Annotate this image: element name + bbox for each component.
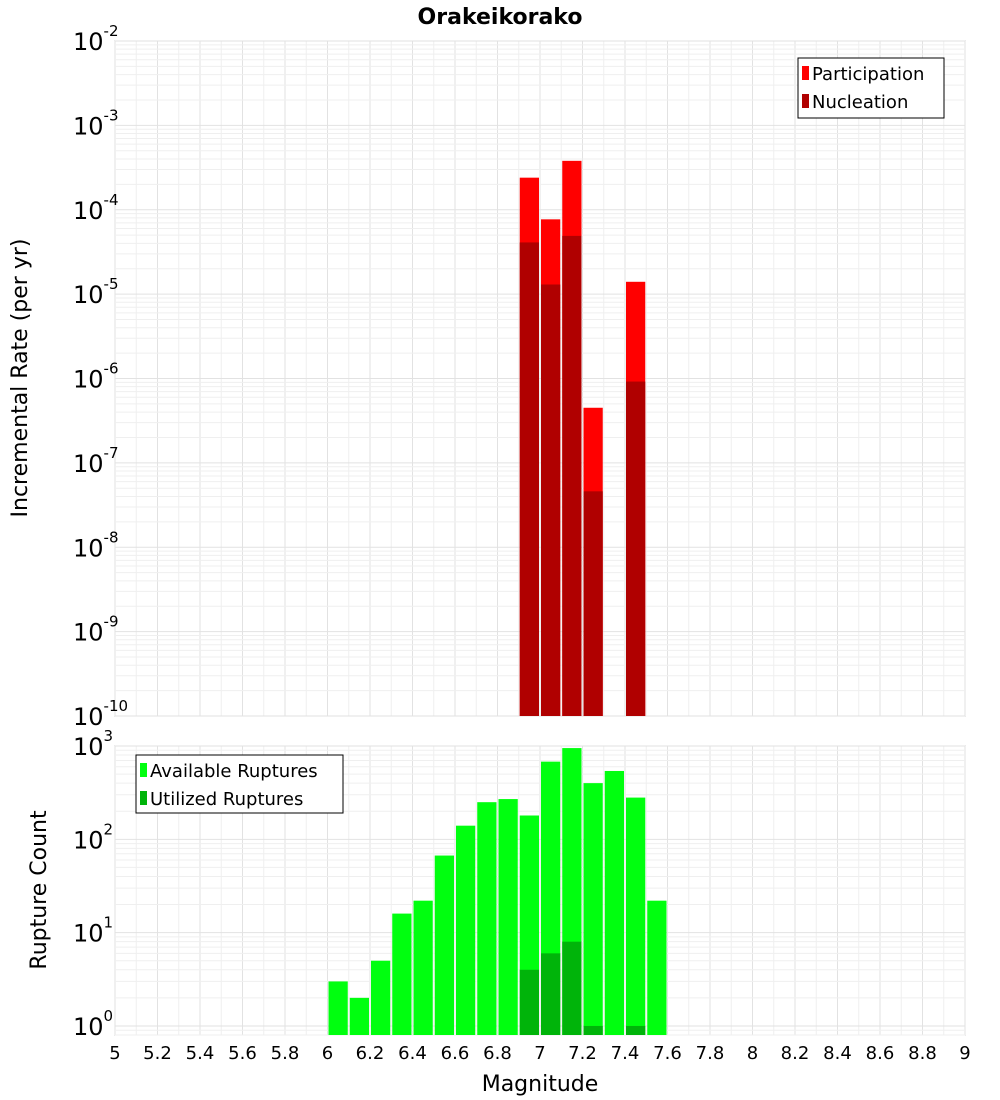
x-tick-label: 7.6 xyxy=(653,1043,682,1064)
y-tick-label: 10-2 xyxy=(73,22,119,56)
bar xyxy=(626,797,646,1035)
x-tick-label: 8.8 xyxy=(908,1043,937,1064)
y-tick-label: 10-3 xyxy=(73,106,119,140)
bar xyxy=(498,799,518,1035)
bar xyxy=(541,284,561,716)
legend-label: Participation xyxy=(812,64,924,85)
bar xyxy=(626,1025,646,1035)
y-tick-label: 10-5 xyxy=(73,275,119,309)
legend-swatch xyxy=(802,66,809,80)
bar xyxy=(519,969,539,1035)
x-tick-label: 6.8 xyxy=(483,1043,512,1064)
top-chart: 10-10 10-9 10-8 10-7 10-6 10-5 10-4 10-3 10-2 Inc… xyxy=(8,22,966,731)
bar xyxy=(477,802,497,1035)
bar xyxy=(583,1025,603,1035)
bars xyxy=(519,160,646,717)
x-tick-label: 8.6 xyxy=(866,1043,895,1064)
y-tick-labels: 10-10 10-9 10-8 10-7 10-6 10-5 10-4 10-3 10-2 xyxy=(73,22,128,731)
y-tick-label: 102 xyxy=(73,820,113,854)
bar xyxy=(562,941,582,1035)
bar xyxy=(434,855,454,1035)
bar xyxy=(392,913,412,1035)
bar xyxy=(583,783,603,1035)
x-tick-label: 5.4 xyxy=(186,1043,215,1064)
legend-label: Available Ruptures xyxy=(150,761,318,782)
y-tick-label: 100 xyxy=(73,1007,113,1041)
bar xyxy=(349,997,369,1035)
bar xyxy=(519,242,539,716)
bar xyxy=(562,235,582,716)
y-tick-label: 101 xyxy=(73,914,113,948)
chart-title: Orakeikorako xyxy=(418,5,583,30)
bar xyxy=(371,960,391,1035)
y-axis-label: Rupture Count xyxy=(27,810,52,970)
series-nucleation xyxy=(519,235,646,716)
y-tick-label: 103 xyxy=(73,727,113,761)
x-tick-label: 8.2 xyxy=(781,1043,810,1064)
bars xyxy=(328,748,667,1035)
x-tick-label: 6 xyxy=(322,1043,333,1064)
legend-box xyxy=(135,754,344,814)
gridlines xyxy=(114,40,966,717)
x-tick-label: 9 xyxy=(959,1043,970,1064)
bar xyxy=(583,491,603,716)
bar xyxy=(541,953,561,1035)
x-tick-label: 7.8 xyxy=(696,1043,725,1064)
y-tick-label: 10-10 xyxy=(73,697,128,731)
x-tick-label: 7 xyxy=(534,1043,545,1064)
bar xyxy=(626,381,646,716)
y-tick-label: 10-4 xyxy=(73,191,119,225)
x-tick-label: 5.8 xyxy=(271,1043,300,1064)
bar xyxy=(456,825,476,1035)
x-tick-label: 6.2 xyxy=(356,1043,385,1064)
x-axis-label: Magnitude xyxy=(482,1072,599,1097)
legend-swatch xyxy=(802,94,809,108)
y-tick-label: 10-6 xyxy=(73,360,119,394)
y-tick-label: 10-7 xyxy=(73,444,119,478)
x-tick-label: 5.2 xyxy=(143,1043,172,1064)
x-tick-label: 6.4 xyxy=(398,1043,427,1064)
bar xyxy=(647,900,667,1035)
legend-swatch xyxy=(140,791,147,805)
y-tick-label: 10-9 xyxy=(73,613,119,647)
legend-label: Utilized Ruptures xyxy=(150,789,303,810)
x-tick-label: 5.6 xyxy=(228,1043,257,1064)
legend-swatch xyxy=(140,763,147,777)
x-tick-label: 8.4 xyxy=(823,1043,852,1064)
y-tick-labels: 100 101 102 103 xyxy=(73,727,113,1041)
y-axis-label: Incremental Rate (per yr) xyxy=(8,239,33,518)
x-tick-label: 8 xyxy=(747,1043,758,1064)
legend: Participation Nucleation xyxy=(797,57,945,119)
legend-box xyxy=(797,57,945,119)
bar xyxy=(604,770,624,1035)
y-tick-label: 10-8 xyxy=(73,528,119,562)
bar xyxy=(413,900,433,1035)
x-axis: 5 5.2 5.4 5.6 5.8 6 6.2 6.4 6.6 6.8 7 7.2 7.4 7.6 7.8 8… xyxy=(109,1043,970,1064)
x-tick-label: 7.4 xyxy=(611,1043,640,1064)
legend: Available Ruptures Utilized Ruptures xyxy=(135,754,344,814)
series-utilized-ruptures xyxy=(519,941,646,1035)
x-tick-label: 6.6 xyxy=(441,1043,470,1064)
bottom-chart: 100 101 102 103 Rupture Count Available Ruptu… xyxy=(27,727,966,1041)
bar xyxy=(328,981,348,1035)
x-tick-label: 5 xyxy=(109,1043,120,1064)
x-tick-label: 7.2 xyxy=(568,1043,597,1064)
legend-label: Nucleation xyxy=(812,92,908,113)
